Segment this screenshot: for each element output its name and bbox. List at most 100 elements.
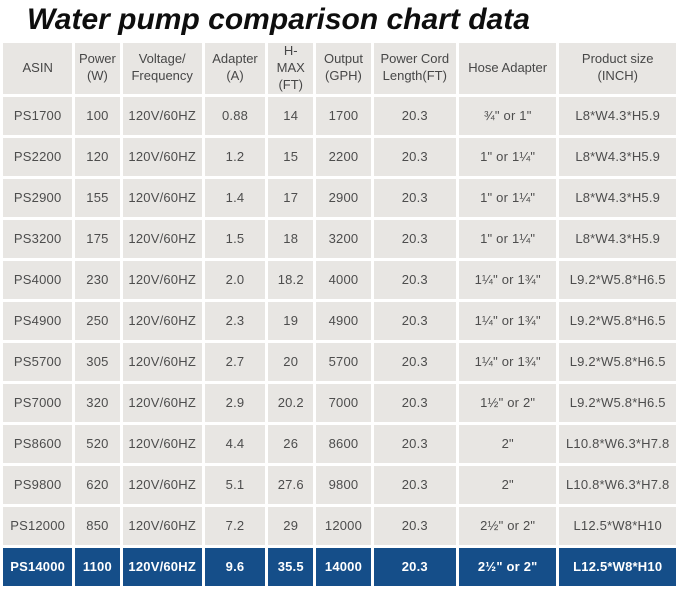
table-cell: 120V/60HZ — [122, 260, 202, 299]
table-cell: 20.3 — [373, 301, 456, 340]
table-cell: PS7000 — [3, 383, 73, 422]
table-cell: 1700 — [316, 96, 371, 135]
table-cell: 1¼" or 1¾" — [458, 342, 557, 381]
header-row: ASIN Power (W) Voltage/ Frequency Adapte… — [3, 43, 676, 94]
table-cell: 20.3 — [373, 178, 456, 217]
table-cell: 7.2 — [204, 506, 266, 545]
table-cell: 27.6 — [268, 465, 314, 504]
table-cell: 20 — [268, 342, 314, 381]
table-cell: 2.7 — [204, 342, 266, 381]
table-cell: 250 — [75, 301, 120, 340]
table-cell: 29 — [268, 506, 314, 545]
table-cell: L8*W4.3*H5.9 — [559, 137, 676, 176]
column-header-asin: ASIN — [3, 43, 73, 94]
table-cell: PS14000 — [3, 547, 73, 586]
table-cell: 120V/60HZ — [122, 178, 202, 217]
table-cell: 4000 — [316, 260, 371, 299]
table-row: PS3200 175 120V/60HZ 1.5 18 3200 20.3 1" or 1¼"… — [3, 219, 676, 258]
table-row: PS1700 100 120V/60HZ 0.88 14 1700 20.3 ¾" or 1"… — [3, 96, 676, 135]
column-header-hose-adapter: Hose Adapter — [458, 43, 557, 94]
table-cell: PS3200 — [3, 219, 73, 258]
table-cell: 100 — [75, 96, 120, 135]
comparison-table: ASIN Power (W) Voltage/ Frequency Adapte… — [0, 40, 679, 589]
table-cell: 20.3 — [373, 465, 456, 504]
table-cell: 1.2 — [204, 137, 266, 176]
table-cell: 14000 — [316, 547, 371, 586]
table-row: PS9800 620 120V/60HZ 5.1 27.6 9800 20.3 2" L10.8… — [3, 465, 676, 504]
table-cell: 120V/60HZ — [122, 547, 202, 586]
table-row: PS2200 120 120V/60HZ 1.2 15 2200 20.3 1" or 1¼"… — [3, 137, 676, 176]
table-cell: 20.3 — [373, 96, 456, 135]
table-cell: L12.5*W8*H10 — [559, 547, 676, 586]
table-cell: L9.2*W5.8*H6.5 — [559, 383, 676, 422]
table-cell: 2.3 — [204, 301, 266, 340]
table-cell: 230 — [75, 260, 120, 299]
table-cell: 7000 — [316, 383, 371, 422]
table-cell: 175 — [75, 219, 120, 258]
table-row: PS2900 155 120V/60HZ 1.4 17 2900 20.3 1" or 1¼"… — [3, 178, 676, 217]
table-cell: 120 — [75, 137, 120, 176]
table-cell: L9.2*W5.8*H6.5 — [559, 301, 676, 340]
table-row: PS4900 250 120V/60HZ 2.3 19 4900 20.3 1¼" or 1¾… — [3, 301, 676, 340]
table-cell: PS8600 — [3, 424, 73, 463]
table-cell: 20.3 — [373, 342, 456, 381]
table-cell: PS9800 — [3, 465, 73, 504]
table-cell: 1100 — [75, 547, 120, 586]
table-row: PS8600 520 120V/60HZ 4.4 26 8600 20.3 2" L10.8*W… — [3, 424, 676, 463]
table-row: PS7000 320 120V/60HZ 2.9 20.2 7000 20.3 1½" or … — [3, 383, 676, 422]
table-cell: 20.3 — [373, 506, 456, 545]
table-cell: 5700 — [316, 342, 371, 381]
table-cell: 1¼" or 1¾" — [458, 301, 557, 340]
table-cell: L10.8*W6.3*H7.8 — [559, 424, 676, 463]
table-cell: 8600 — [316, 424, 371, 463]
table-cell: 520 — [75, 424, 120, 463]
table-cell: 1" or 1¼" — [458, 219, 557, 258]
table-cell: 1.5 — [204, 219, 266, 258]
column-header-adapter: Adapter (A) — [204, 43, 266, 94]
table-cell: 4900 — [316, 301, 371, 340]
table-body: PS1700 100 120V/60HZ 0.88 14 1700 20.3 ¾" or 1"… — [3, 96, 676, 586]
page-title: Water pump comparison chart data — [27, 3, 530, 36]
table-cell: 2½" or 2" — [458, 547, 557, 586]
table-cell: PS12000 — [3, 506, 73, 545]
column-header-power: Power (W) — [75, 43, 120, 94]
table-cell: 26 — [268, 424, 314, 463]
table-cell: 2200 — [316, 137, 371, 176]
table-cell: 155 — [75, 178, 120, 217]
table-cell: 20.2 — [268, 383, 314, 422]
table-cell: 850 — [75, 506, 120, 545]
table-cell: 2.0 — [204, 260, 266, 299]
table-cell: 120V/60HZ — [122, 506, 202, 545]
column-header-output: Output (GPH) — [316, 43, 371, 94]
table-cell: L12.5*W8*H10 — [559, 506, 676, 545]
table-cell: 1.4 — [204, 178, 266, 217]
column-header-product-size: Product size (INCH) — [559, 43, 676, 94]
table-cell: PS1700 — [3, 96, 73, 135]
table-row: PS5700 305 120V/60HZ 2.7 20 5700 20.3 1¼" or 1¾… — [3, 342, 676, 381]
table-cell: PS4000 — [3, 260, 73, 299]
table-cell: 4.4 — [204, 424, 266, 463]
table-cell: 305 — [75, 342, 120, 381]
table-cell: 19 — [268, 301, 314, 340]
table-cell: 2900 — [316, 178, 371, 217]
table-cell: L8*W4.3*H5.9 — [559, 219, 676, 258]
table-cell: 3200 — [316, 219, 371, 258]
table-cell: 120V/60HZ — [122, 137, 202, 176]
column-header-hmax: H-MAX (FT) — [268, 43, 314, 94]
column-header-voltage-frequency: Voltage/ Frequency — [122, 43, 202, 94]
table-cell: 2.9 — [204, 383, 266, 422]
table-cell: 20.3 — [373, 219, 456, 258]
table-cell: L9.2*W5.8*H6.5 — [559, 260, 676, 299]
table-cell: L8*W4.3*H5.9 — [559, 178, 676, 217]
table-cell: 120V/60HZ — [122, 96, 202, 135]
table-cell: L9.2*W5.8*H6.5 — [559, 342, 676, 381]
table-cell: L10.8*W6.3*H7.8 — [559, 465, 676, 504]
table-cell: 120V/60HZ — [122, 465, 202, 504]
table-cell: 20.3 — [373, 547, 456, 586]
table-cell: 9.6 — [204, 547, 266, 586]
table-cell: PS4900 — [3, 301, 73, 340]
table-cell: PS2200 — [3, 137, 73, 176]
table-cell: 1" or 1¼" — [458, 137, 557, 176]
table-cell: 620 — [75, 465, 120, 504]
